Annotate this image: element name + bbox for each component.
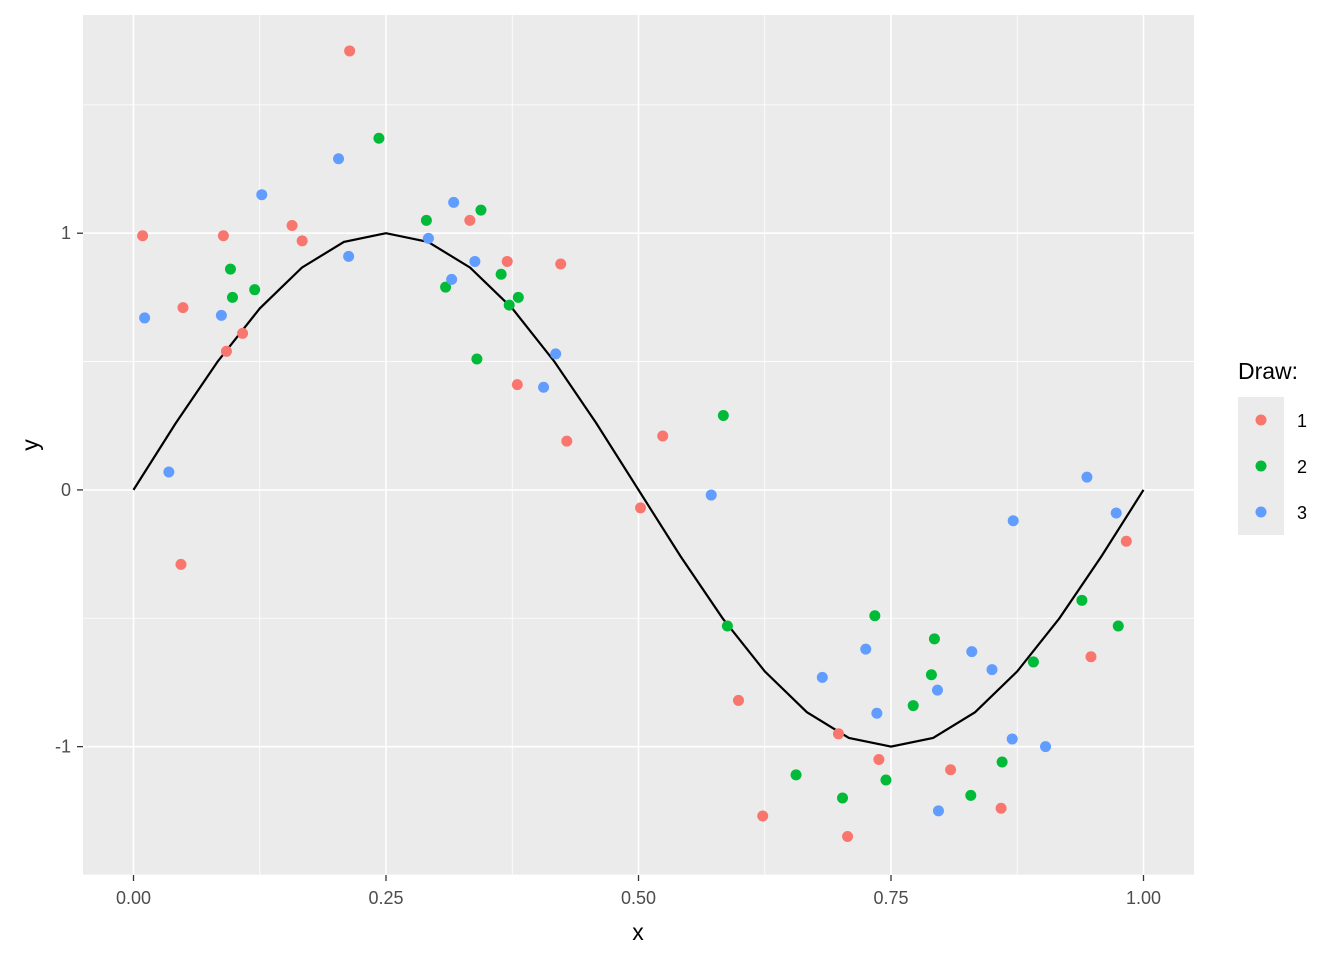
data-point-draw-2 <box>869 610 881 622</box>
data-point-draw-2 <box>420 214 432 226</box>
data-point-draw-1 <box>1120 535 1132 547</box>
data-point-draw-3 <box>1040 741 1052 753</box>
data-point-draw-2 <box>512 291 524 303</box>
legend-key-draw-1 <box>1255 414 1267 426</box>
data-point-draw-1 <box>757 810 769 822</box>
data-point-draw-1 <box>945 764 957 776</box>
data-point-draw-2 <box>373 132 385 144</box>
data-points-layer <box>137 45 1132 842</box>
sine-curve-line <box>132 232 1145 748</box>
x-tick-label: 0.00 <box>116 888 151 908</box>
data-point-draw-2 <box>837 792 849 804</box>
data-point-draw-3 <box>446 273 458 285</box>
data-point-draw-2 <box>440 281 452 293</box>
data-point-draw-3 <box>448 196 460 208</box>
data-point-draw-2 <box>965 789 977 801</box>
x-tick-label: 0.25 <box>368 888 403 908</box>
data-point-draw-2 <box>996 756 1008 768</box>
y-tick-label: 1 <box>61 223 71 243</box>
y-tick-label: -1 <box>55 737 71 757</box>
data-point-draw-1 <box>217 230 229 242</box>
data-point-draw-1 <box>732 694 744 706</box>
y-tick-label: 0 <box>61 480 71 500</box>
data-point-draw-1 <box>842 830 854 842</box>
data-point-draw-1 <box>555 258 567 270</box>
data-point-draw-3 <box>931 684 943 696</box>
data-point-draw-2 <box>790 769 802 781</box>
data-point-draw-3 <box>422 232 434 244</box>
data-point-draw-1 <box>873 753 885 765</box>
data-point-draw-2 <box>503 299 515 311</box>
legend: Draw: 1 2 3 <box>1238 358 1307 535</box>
data-point-draw-2 <box>1027 656 1039 668</box>
data-point-draw-3 <box>139 312 151 324</box>
x-axis-title: x <box>632 919 644 945</box>
y-axis-ticks: -1 0 1 <box>55 223 83 757</box>
data-point-draw-1 <box>175 558 187 570</box>
data-point-draw-3 <box>256 189 268 201</box>
data-point-draw-3 <box>1081 471 1093 483</box>
data-point-draw-3 <box>871 707 883 719</box>
data-point-draw-2 <box>925 669 937 681</box>
data-point-draw-2 <box>224 263 236 275</box>
data-point-draw-3 <box>550 348 562 360</box>
data-point-draw-2 <box>226 291 238 303</box>
data-point-draw-3 <box>860 643 872 655</box>
data-point-draw-3 <box>538 381 550 393</box>
data-point-draw-2 <box>880 774 892 786</box>
data-point-draw-1 <box>464 214 476 226</box>
data-point-draw-1 <box>177 302 189 314</box>
data-point-draw-3 <box>986 664 998 676</box>
data-point-draw-2 <box>928 633 940 645</box>
legend-key-draw-3 <box>1255 506 1267 518</box>
sine-curve-layer <box>132 232 1145 748</box>
legend-label-draw-2: 2 <box>1297 457 1307 477</box>
data-point-draw-3 <box>1007 515 1019 527</box>
legend-key-draw-2 <box>1255 460 1267 472</box>
data-point-draw-3 <box>966 646 978 658</box>
data-point-draw-3 <box>705 489 717 501</box>
data-point-draw-2 <box>1076 594 1088 606</box>
x-tick-label: 0.50 <box>621 888 656 908</box>
data-point-draw-3 <box>469 255 481 267</box>
data-point-draw-2 <box>495 268 507 280</box>
x-axis-ticks: 0.00 0.25 0.50 0.75 1.00 <box>116 875 1161 908</box>
legend-label-draw-1: 1 <box>1297 411 1307 431</box>
data-point-draw-1 <box>1085 651 1097 663</box>
data-point-draw-1 <box>995 802 1007 814</box>
data-point-draw-1 <box>501 255 513 267</box>
data-point-draw-1 <box>137 230 149 242</box>
data-point-draw-3 <box>215 309 227 321</box>
x-tick-label: 1.00 <box>1126 888 1161 908</box>
data-point-draw-3 <box>1110 507 1122 519</box>
data-point-draw-3 <box>333 153 345 165</box>
data-point-draw-1 <box>511 379 523 391</box>
x-tick-label: 0.75 <box>873 888 908 908</box>
data-point-draw-2 <box>249 284 261 296</box>
data-point-draw-3 <box>932 805 944 817</box>
data-point-draw-2 <box>717 409 729 421</box>
data-point-draw-3 <box>1006 733 1018 745</box>
data-point-draw-1 <box>296 235 308 247</box>
data-point-draw-1 <box>220 345 232 357</box>
data-point-draw-2 <box>475 204 487 216</box>
legend-label-draw-3: 3 <box>1297 503 1307 523</box>
data-point-draw-2 <box>721 620 733 632</box>
data-point-draw-3 <box>343 250 355 262</box>
data-point-draw-1 <box>657 430 669 442</box>
data-point-draw-2 <box>907 700 919 712</box>
data-point-draw-1 <box>832 728 844 740</box>
data-point-draw-1 <box>237 327 249 339</box>
data-point-draw-1 <box>561 435 573 447</box>
data-point-draw-3 <box>816 671 828 683</box>
data-point-draw-1 <box>635 502 647 514</box>
data-point-draw-3 <box>163 466 175 478</box>
data-point-draw-1 <box>344 45 356 57</box>
legend-title: Draw: <box>1238 358 1298 384</box>
data-point-draw-1 <box>286 220 298 232</box>
y-axis-title: y <box>17 439 43 451</box>
data-point-draw-2 <box>1112 620 1124 632</box>
data-point-draw-2 <box>471 353 483 365</box>
